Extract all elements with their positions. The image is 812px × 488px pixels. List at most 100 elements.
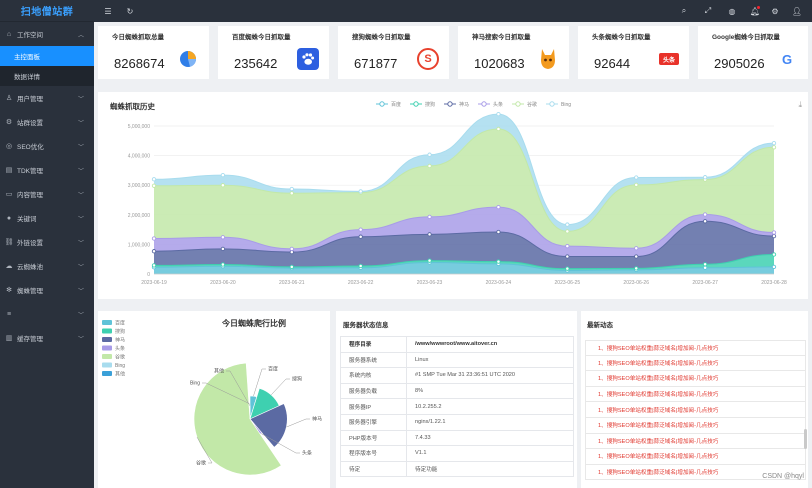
news-item[interactable]: 1、搜狗SEO单站权重|蒜泛域名|增加阅-几点技巧 xyxy=(585,464,806,481)
refresh-icon[interactable]: ↻ xyxy=(126,6,134,16)
data-point-4-4[interactable] xyxy=(427,163,432,169)
data-point-3-9[interactable] xyxy=(771,230,777,235)
pie-legend-item-0[interactable]: 百度 xyxy=(102,320,125,327)
sidebar-item-7[interactable]: ⛓ 外链设置 ﹀ xyxy=(0,230,94,254)
data-point-5-8[interactable] xyxy=(702,175,708,180)
google-icon: G xyxy=(776,48,798,70)
sidebar-item-5[interactable]: ▭ 内容管理 ﹀ xyxy=(0,182,94,206)
pie-legend-item-6[interactable]: 其他 xyxy=(102,371,125,378)
data-point-2-6[interactable] xyxy=(565,254,570,259)
data-point-3-2[interactable] xyxy=(289,246,294,251)
news-item[interactable]: 1、搜狗SEO单站权重|蒜泛域名|增加阅-几点技巧 xyxy=(585,402,806,418)
sidebar-subitem-0-1[interactable]: 数据详情 xyxy=(0,66,94,86)
news-item[interactable]: 1、搜狗SEO单站权重|蒜泛域名|增加阅-几点技巧 xyxy=(585,386,806,403)
data-point-3-6[interactable] xyxy=(565,244,570,249)
search-icon[interactable]: ⌕ xyxy=(681,6,687,15)
settings-icon[interactable]: ⚙ xyxy=(771,6,779,16)
sidebar-item-11[interactable]: ▥ 缓存管理 ﹀ xyxy=(0,326,94,350)
data-point-5-4[interactable] xyxy=(427,152,432,157)
data-point-5-6[interactable] xyxy=(565,222,570,227)
data-point-1-9[interactable] xyxy=(771,252,777,257)
data-point-0-8[interactable] xyxy=(702,265,708,270)
data-point-2-1[interactable] xyxy=(220,246,226,251)
data-point-3-4[interactable] xyxy=(427,214,432,220)
sidebar-item-1[interactable]: ♙ 用户管理 ﹀ xyxy=(0,86,94,110)
sidebar-item-9[interactable]: ✻ 蜘蛛管理 ﹀ xyxy=(0,278,94,302)
data-point-2-0[interactable] xyxy=(151,249,157,254)
sidebar-subitem-0-0[interactable]: 主控面板 xyxy=(0,46,94,66)
data-point-5-2[interactable] xyxy=(289,186,294,192)
data-point-3-8[interactable] xyxy=(702,212,708,217)
menu-toggle-icon[interactable]: ☰ xyxy=(104,6,112,16)
news-item[interactable]: 1、搜狗SEO单站权重|蒜泛域名|增加阅-几点技巧 xyxy=(585,433,806,450)
y-tick-label: 5,000,000 xyxy=(128,124,150,130)
data-point-5-1[interactable] xyxy=(220,172,226,178)
news-scrollbar[interactable] xyxy=(804,429,807,449)
data-point-4-0[interactable] xyxy=(151,183,157,188)
data-point-3-7[interactable] xyxy=(634,246,639,251)
sidebar-item-6[interactable]: ● 关键词 ﹀ xyxy=(0,206,94,230)
data-point-0-9[interactable] xyxy=(771,264,777,270)
data-point-3-5[interactable] xyxy=(496,204,501,210)
news-item[interactable]: 1、搜狗SEO单站权重|蒜泛域名|增加阅-几点技巧 xyxy=(585,449,806,465)
pie-legend-swatch xyxy=(102,320,112,325)
data-point-4-2[interactable] xyxy=(289,191,294,196)
pie-legend-item-5[interactable]: Bing xyxy=(102,362,125,370)
news-item[interactable]: 1、搜狗SEO单站权重|蒜泛域名|增加阅-几点技巧 xyxy=(585,418,806,434)
globe-icon[interactable]: ◍ xyxy=(728,6,736,16)
pie-legend-item-1[interactable]: 搜狗 xyxy=(102,328,125,335)
data-point-4-5[interactable] xyxy=(496,126,501,132)
sidebar-item-3[interactable]: ◎ SEO优化 ﹀ xyxy=(0,134,94,158)
data-point-5-3[interactable] xyxy=(358,189,363,194)
user-avatar-icon[interactable]: 👤︎ xyxy=(791,6,803,16)
pie-legend-item-2[interactable]: 神马 xyxy=(102,337,125,344)
data-point-4-9[interactable] xyxy=(771,145,777,150)
bell-icon[interactable]: 🔔︎ xyxy=(749,6,761,16)
data-point-2-3[interactable] xyxy=(358,234,363,239)
news-item[interactable]: 1、搜狗SEO单站权重|蒜泛域名|增加阅-几点技巧 xyxy=(585,371,806,387)
data-point-1-5[interactable] xyxy=(496,259,501,264)
news-item[interactable]: 1、搜狗SEO单站权重|蒜泛域名|增加阅-几点技巧 xyxy=(585,340,806,356)
legend-item-1[interactable]: 搜狗 xyxy=(410,101,435,108)
news-item[interactable]: 1、搜狗SEO单站权重|蒜泛域名|增加阅-几点技巧 xyxy=(585,355,806,372)
data-point-1-3[interactable] xyxy=(358,263,363,269)
data-point-1-8[interactable] xyxy=(702,262,708,267)
pie-legend-item-4[interactable]: 谷歌 xyxy=(102,354,125,361)
sidebar-item-4[interactable]: ▤ TDK管理 ﹀ xyxy=(0,158,94,182)
sidebar-item-8[interactable]: ☁ 云蜘蛛池 ﹀ xyxy=(0,254,94,278)
data-point-5-5[interactable] xyxy=(496,112,501,117)
data-point-1-0[interactable] xyxy=(151,263,157,268)
data-point-2-8[interactable] xyxy=(702,219,708,224)
sidebar-item-label: 用户管理 xyxy=(17,96,43,103)
data-point-4-7[interactable] xyxy=(634,182,639,188)
data-point-4-6[interactable] xyxy=(565,229,570,234)
data-point-5-0[interactable] xyxy=(151,177,157,182)
data-point-5-9[interactable] xyxy=(771,141,777,146)
legend-item-5[interactable]: Bing xyxy=(546,101,571,108)
data-point-2-7[interactable] xyxy=(634,254,639,259)
data-point-1-6[interactable] xyxy=(565,266,570,271)
data-point-1-4[interactable] xyxy=(427,258,432,263)
app-logo[interactable]: 扫地僧站群 xyxy=(0,0,94,22)
sidebar-item-0[interactable]: ⌂ 工作空间 ︿ xyxy=(0,22,94,46)
legend-item-3[interactable]: 头条 xyxy=(478,101,503,108)
download-icon[interactable]: ⤓ xyxy=(798,100,802,109)
sidebar-item-10[interactable]: ≡ ﹀ xyxy=(0,302,94,326)
data-point-5-7[interactable] xyxy=(634,175,639,180)
data-point-4-1[interactable] xyxy=(220,183,226,188)
data-point-1-1[interactable] xyxy=(220,262,226,267)
data-point-1-7[interactable] xyxy=(634,266,639,271)
legend-item-4[interactable]: 谷歌 xyxy=(512,101,537,108)
legend-item-0[interactable]: 百度 xyxy=(376,101,401,108)
data-point-1-2[interactable] xyxy=(289,264,294,270)
sidebar-item-2[interactable]: ⚙ 站群设置 ﹀ xyxy=(0,110,94,134)
fullscreen-icon[interactable]: ⤢ xyxy=(704,6,712,15)
pie-legend-item-3[interactable]: 头条 xyxy=(102,345,125,352)
data-point-2-4[interactable] xyxy=(427,232,432,237)
data-point-3-3[interactable] xyxy=(358,227,363,232)
legend-item-2[interactable]: 神马 xyxy=(444,101,469,108)
data-point-3-0[interactable] xyxy=(151,236,157,241)
data-point-2-9[interactable] xyxy=(771,233,777,239)
data-point-3-1[interactable] xyxy=(220,235,226,240)
data-point-2-5[interactable] xyxy=(496,229,501,235)
